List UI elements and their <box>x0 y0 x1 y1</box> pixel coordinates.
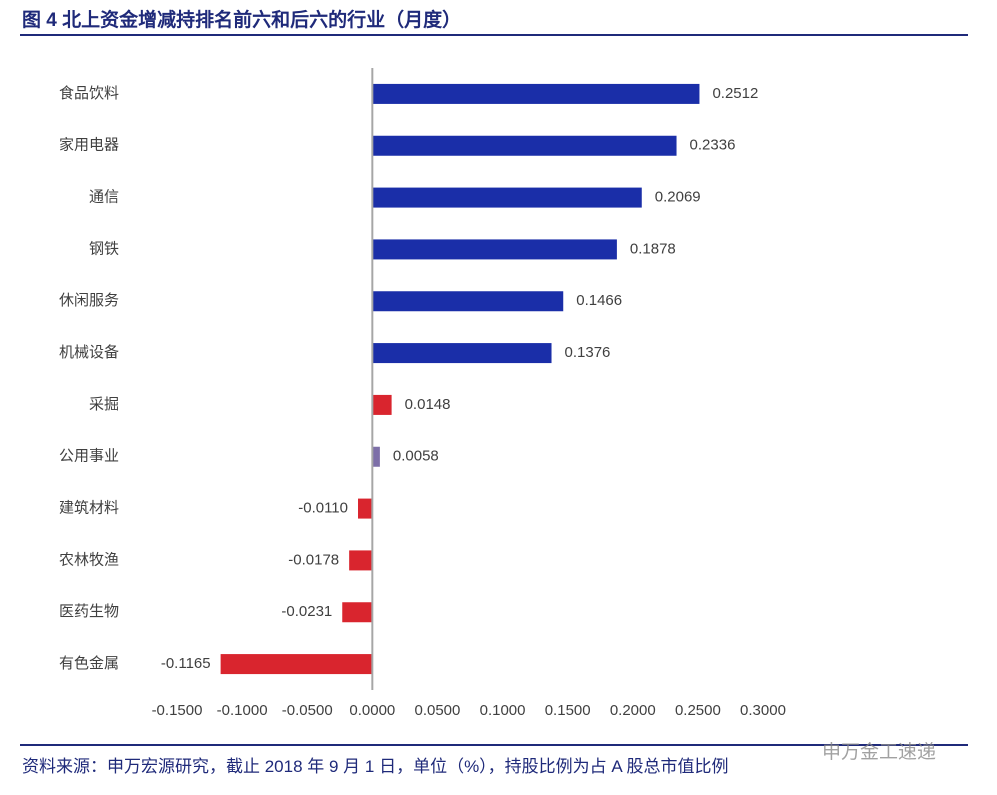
x-tick-label: 0.0000 <box>349 702 395 719</box>
y-tick-label: 钢铁 <box>89 240 119 257</box>
x-tick-label: -0.1000 <box>217 702 268 719</box>
x-tick-label: 0.1000 <box>480 702 526 719</box>
bar <box>372 291 564 312</box>
x-tick-label: -0.1500 <box>152 702 203 719</box>
x-tick-label: -0.0500 <box>282 702 333 719</box>
data-label: 0.1376 <box>565 344 611 361</box>
data-label: 0.0058 <box>393 448 439 465</box>
bar <box>358 498 373 519</box>
bar <box>372 239 617 260</box>
data-label: -0.1165 <box>161 655 211 672</box>
source-note: 资料来源：申万宏源研究，截止 2018 年 9 月 1 日，单位（%），持股比例… <box>22 757 729 776</box>
bar <box>372 187 642 208</box>
bar <box>342 602 373 623</box>
x-tick-label: 0.0500 <box>414 702 460 719</box>
y-tick-label: 家用电器 <box>59 137 119 154</box>
data-label: 0.2069 <box>655 189 701 206</box>
y-tick-label: 有色金属 <box>59 655 119 672</box>
y-tick-label: 医药生物 <box>59 603 119 620</box>
data-label: -0.0231 <box>281 603 332 620</box>
x-tick-label: 0.1500 <box>545 702 591 719</box>
x-tick-label: 0.2500 <box>675 702 721 719</box>
data-label: 0.1466 <box>576 292 622 309</box>
bar <box>220 654 373 675</box>
data-label: -0.0110 <box>298 500 348 517</box>
y-tick-label: 食品饮料 <box>59 85 119 102</box>
chart-title: 图 4 北上资金增减持排名前六和后六的行业（月度） <box>22 8 461 31</box>
data-label: 0.1878 <box>630 240 676 257</box>
y-tick-label: 通信 <box>89 189 119 206</box>
bar <box>372 135 677 156</box>
data-label: -0.0178 <box>288 551 339 568</box>
data-label: 0.2336 <box>690 137 736 154</box>
watermark: 申万金工速递 <box>822 741 936 763</box>
bar <box>349 550 373 571</box>
y-tick-label: 机械设备 <box>59 344 119 361</box>
bar <box>372 343 552 364</box>
bar <box>372 83 700 104</box>
y-tick-label: 建筑材料 <box>59 500 119 517</box>
y-tick-label: 公用事业 <box>59 448 119 465</box>
data-label: 0.0148 <box>405 396 451 413</box>
y-tick-label: 农林牧渔 <box>59 551 119 568</box>
y-tick-label: 休闲服务 <box>59 292 119 309</box>
x-tick-label: 0.2000 <box>610 702 656 719</box>
bar <box>372 394 392 415</box>
data-label: 0.2512 <box>712 85 758 102</box>
y-tick-label: 采掘 <box>89 396 119 413</box>
bar <box>372 446 380 467</box>
x-tick-label: 0.3000 <box>740 702 786 719</box>
